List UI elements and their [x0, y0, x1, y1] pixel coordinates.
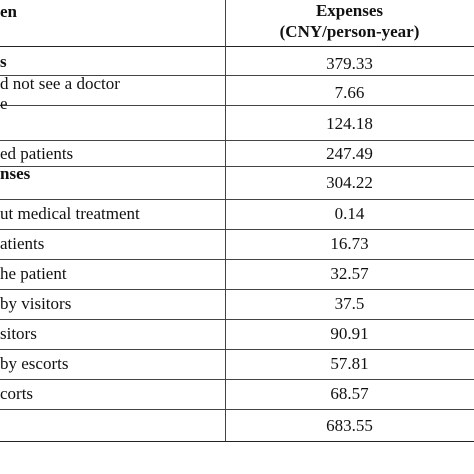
row-rule [0, 105, 474, 106]
header-left-label: en [0, 2, 17, 21]
row-value: 32.57 [330, 264, 369, 283]
header-expenses-label: Expenses [315, 1, 384, 20]
row-rule [0, 75, 474, 76]
table-bottom-rule [0, 441, 474, 442]
total-value: 683.55 [326, 416, 373, 435]
row-rule [0, 259, 474, 260]
row-label: nses [0, 164, 31, 183]
row-label: d not see a doctor [0, 74, 120, 93]
row-rule [0, 166, 474, 167]
row-value: 57.81 [330, 354, 369, 373]
row-value: 304.22 [326, 173, 373, 192]
row-rule [0, 409, 474, 410]
row-rule [0, 199, 474, 200]
column-divider [225, 0, 226, 441]
row-rule [0, 349, 474, 350]
header-unit-label: (CNY/person-year) [279, 22, 420, 41]
row-label: ed patients [0, 144, 74, 163]
row-value: 16.73 [330, 234, 369, 253]
row-rule [0, 229, 474, 230]
row-value: 7.66 [334, 83, 365, 102]
row-label: corts [0, 384, 34, 403]
row-value: 68.57 [330, 384, 369, 403]
row-value: 90.91 [330, 324, 369, 343]
row-rule [0, 379, 474, 380]
row-label: atients [0, 234, 45, 253]
table-header-bottom-rule [0, 46, 474, 47]
row-value: 37.5 [334, 294, 365, 313]
row-value: 247.49 [326, 144, 373, 163]
row-value: 379.33 [326, 54, 373, 73]
row-rule [0, 140, 474, 141]
row-rule [0, 289, 474, 290]
row-label: by escorts [0, 354, 69, 373]
row-value: 0.14 [334, 204, 365, 223]
row-rule [0, 319, 474, 320]
row-label: by visitors [0, 294, 72, 313]
row-label: he patient [0, 264, 67, 283]
row-label: ut medical treatment [0, 204, 140, 223]
row-label-continued: e [0, 94, 8, 113]
row-label: sitors [0, 324, 37, 343]
row-label: s [0, 52, 7, 71]
row-value: 124.18 [326, 114, 373, 133]
